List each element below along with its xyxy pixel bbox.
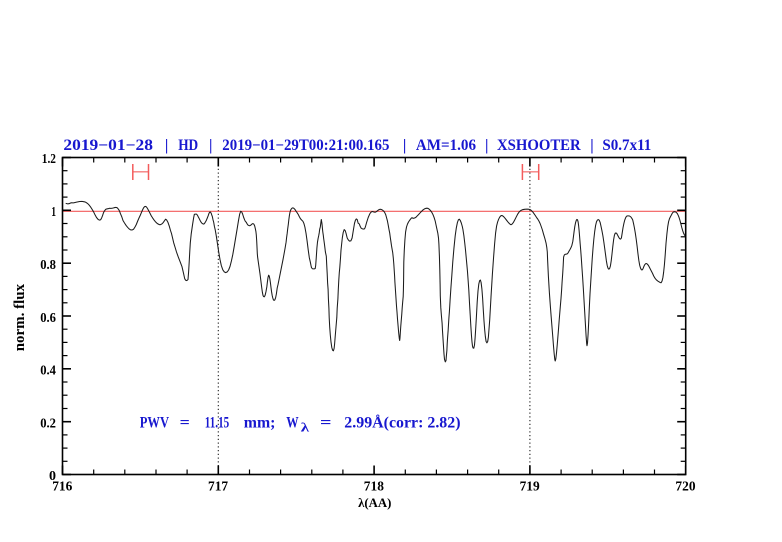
svg-text:PWV: PWV [140,414,170,432]
svg-text:1: 1 [51,203,56,219]
svg-text:AM=1.06: AM=1.06 [416,137,476,154]
svg-text:HD: HD [178,137,198,154]
svg-text:XSHOOTER: XSHOOTER [497,138,582,154]
svg-text:S0.7x11: S0.7x11 [602,137,651,154]
svg-text:2019−01−29T00:21:00.165: 2019−01−29T00:21:00.165 [222,137,390,154]
svg-text:mm;: mm; [244,415,276,432]
svg-text:716: 716 [52,478,72,493]
svg-text:|: | [403,137,406,154]
svg-text:0: 0 [49,469,56,484]
svg-text:W: W [286,414,298,432]
svg-text:λ: λ [301,421,310,435]
svg-text:|: | [209,137,212,154]
svg-text:2.99Å(corr: 2.82): 2.99Å(corr: 2.82) [344,414,460,432]
svg-text:1.2: 1.2 [42,151,56,166]
svg-text:719: 719 [520,478,540,493]
svg-text:720: 720 [675,478,695,493]
svg-text:norm. flux: norm. flux [12,283,28,351]
svg-text:0.4: 0.4 [40,362,56,378]
svg-text:=: = [180,414,190,432]
svg-text:|: | [590,137,593,154]
svg-text:=: = [320,414,331,431]
svg-text:717: 717 [208,478,228,493]
svg-text:11.15: 11.15 [205,414,230,431]
svg-text:|: | [165,137,168,154]
svg-text:λ(AA): λ(AA) [358,496,391,510]
svg-text:718: 718 [364,478,384,493]
svg-text:0.2: 0.2 [40,415,56,431]
svg-text:|: | [485,137,488,154]
svg-text:2019−01−28: 2019−01−28 [63,136,153,154]
svg-text:0.8: 0.8 [40,256,56,272]
svg-text:0.6: 0.6 [40,309,56,325]
